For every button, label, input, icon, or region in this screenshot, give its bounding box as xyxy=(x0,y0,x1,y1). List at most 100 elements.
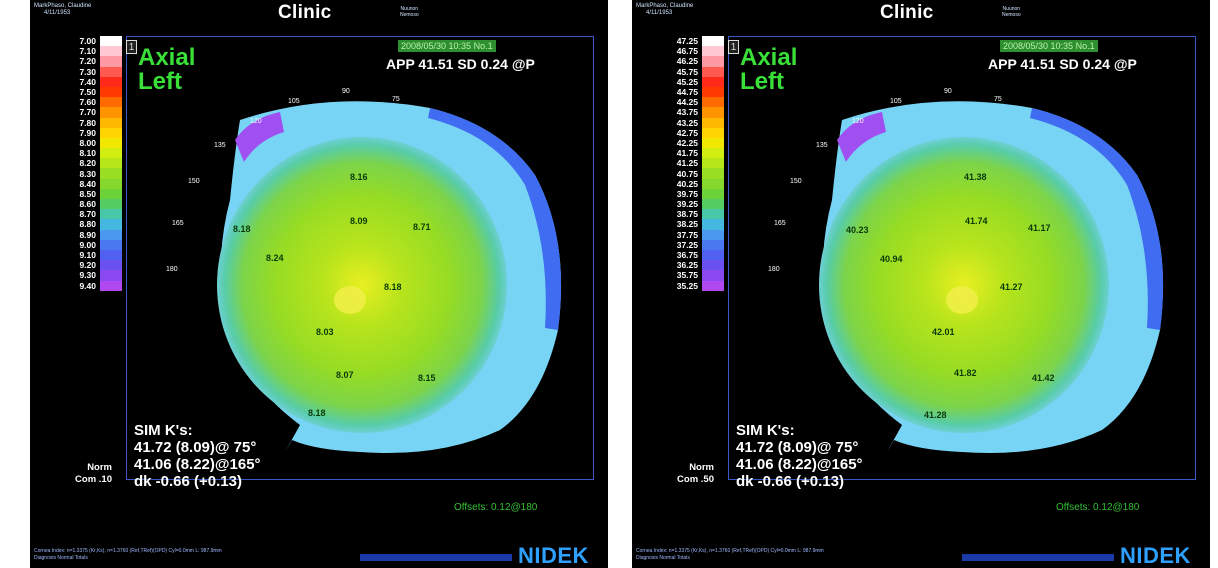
footer-info: Cornea Index: n=1.3375 (Kr,Ks), n=1.3760… xyxy=(34,548,344,562)
topography-panel-right: MarkPhaso, Claudine 4/11/1953 Clinic Nuu… xyxy=(632,0,1210,568)
map-plot-area[interactable] xyxy=(126,36,594,480)
angle-label: 150 xyxy=(790,178,802,185)
scale-label: 7.40 xyxy=(79,76,96,87)
scale-label: 41.75 xyxy=(676,148,698,159)
scale-row: 42.25 xyxy=(640,137,728,149)
scale-label: 39.75 xyxy=(676,188,698,199)
map-blue-rim xyxy=(428,108,562,330)
scale-swatch xyxy=(100,219,122,230)
scale-row: 8.40 xyxy=(38,178,126,189)
map-value: 41.82 xyxy=(954,368,977,378)
sim-k-steep: 41.72 (8.09)@ 75° xyxy=(134,439,257,456)
scale-swatch xyxy=(100,76,122,87)
scale-row: 45.25 xyxy=(640,76,728,87)
scale-label: 8.60 xyxy=(79,199,96,210)
sim-k-delta: dk -0.66 (+0.13) xyxy=(736,473,844,490)
angle-label: 120 xyxy=(852,118,864,125)
norm-label: Norm xyxy=(87,462,112,473)
scale-swatch xyxy=(100,168,122,179)
scale-row: 7.60 xyxy=(38,97,126,108)
scale-row: 8.80 xyxy=(38,219,126,230)
map-value: 8.18 xyxy=(308,408,326,418)
map-blue-rim xyxy=(1030,108,1164,330)
scale-label: 41.25 xyxy=(676,158,698,169)
footer-status-bar xyxy=(962,554,1114,561)
scale-label: 8.90 xyxy=(79,229,96,240)
scale-label: 37.25 xyxy=(676,239,698,250)
scale-row: 35.25 xyxy=(640,280,728,291)
footer-diagnosis-line: Diagnosis Normal Totals xyxy=(636,555,690,561)
map-value: 41.28 xyxy=(924,410,947,420)
map-value: 8.24 xyxy=(266,253,284,263)
scale-swatch xyxy=(100,199,122,210)
angle-label: 150 xyxy=(188,178,200,185)
angle-label: 90 xyxy=(944,88,952,95)
footer-info: Cornea Index: n=1.3375 (Kr,Ks), n=1.3760… xyxy=(636,548,946,562)
scale-swatch xyxy=(702,270,724,281)
scale-swatch xyxy=(100,127,122,138)
scale-swatch xyxy=(702,127,724,138)
scale-label: 9.10 xyxy=(79,250,96,261)
scale-swatch xyxy=(100,117,122,128)
scale-label: 37.75 xyxy=(676,229,698,240)
patient-info: MarkPhaso, Claudine 4/11/1953 xyxy=(636,3,693,17)
map-value: 8.16 xyxy=(350,172,368,182)
scale-swatch xyxy=(100,270,122,281)
norm-info: Norm Com .50 xyxy=(650,462,714,486)
scale-row: 9.40 xyxy=(38,280,126,291)
map-value: 41.74 xyxy=(965,216,988,226)
scale-label: 7.10 xyxy=(79,46,96,57)
scale-row: 8.10 xyxy=(38,148,126,159)
map-center xyxy=(819,137,1109,433)
map-value: 41.38 xyxy=(964,172,987,182)
scale-label: 7.00 xyxy=(79,36,96,47)
footer-diagnosis-line: Diagnosis Normal Totals xyxy=(34,555,88,561)
scale-label: 38.75 xyxy=(676,209,698,220)
scale-label: 8.10 xyxy=(79,148,96,159)
map-value: 40.23 xyxy=(846,225,869,235)
angle-label: 105 xyxy=(288,98,300,105)
scale-swatch xyxy=(100,229,122,240)
color-scale: 7.00 7.10 7.20 7.30 7.40 7.50 7.60 7.70 7.80 7.90… xyxy=(38,36,126,291)
clinic-title: Clinic xyxy=(880,2,934,23)
scale-swatch xyxy=(100,56,122,67)
scale-label: 45.75 xyxy=(676,66,698,77)
scale-label: 40.75 xyxy=(676,168,698,179)
patient-dob: 4/11/1953 xyxy=(646,10,673,16)
angle-label: 180 xyxy=(166,266,178,273)
exam-info-line-1: Nuunon xyxy=(1002,6,1021,12)
scale-swatch xyxy=(702,188,724,199)
scale-row: 38.75 xyxy=(640,209,728,220)
scale-row: 9.10 xyxy=(38,249,126,261)
scale-row: 8.60 xyxy=(38,199,126,210)
angle-label: 75 xyxy=(392,96,400,103)
scale-row: 36.75 xyxy=(640,249,728,261)
exam-info: Nuunon Nemoso xyxy=(1002,6,1021,18)
exam-info-line-2: Nemoso xyxy=(400,12,419,18)
patient-name: MarkPhaso, Claudine xyxy=(636,3,694,9)
scale-row: 41.75 xyxy=(640,148,728,159)
scale-label: 45.25 xyxy=(676,76,698,87)
scale-row: 46.75 xyxy=(640,46,728,57)
scale-label: 40.25 xyxy=(676,178,698,189)
scale-label: 8.50 xyxy=(79,188,96,199)
scale-label: 7.20 xyxy=(79,56,96,67)
scale-row: 42.75 xyxy=(640,127,728,138)
scale-row: 8.20 xyxy=(38,158,126,169)
scale-row: 9.00 xyxy=(38,239,126,250)
map-plot-area[interactable] xyxy=(728,36,1196,480)
scale-row: 44.75 xyxy=(640,86,728,98)
map-value: 42.01 xyxy=(932,327,955,337)
scale-swatch xyxy=(702,66,724,77)
scale-swatch xyxy=(100,86,122,98)
scale-row: 8.70 xyxy=(38,209,126,220)
scale-row: 36.25 xyxy=(640,260,728,271)
clinic-title: Clinic xyxy=(278,2,332,23)
scale-label: 7.80 xyxy=(79,117,96,128)
nidek-logo: NIDEK xyxy=(518,543,589,568)
map-value: 8.03 xyxy=(316,327,334,337)
scale-row: 37.25 xyxy=(640,239,728,250)
map-value: 41.42 xyxy=(1032,373,1055,383)
scale-swatch xyxy=(702,280,724,291)
angle-label: 135 xyxy=(816,142,828,149)
